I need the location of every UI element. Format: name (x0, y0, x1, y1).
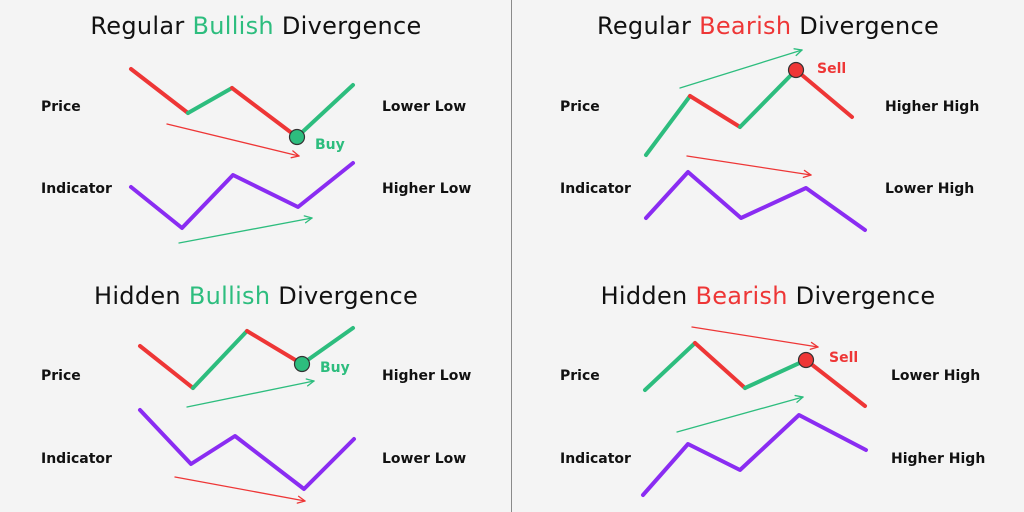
price-note: Lower High (891, 368, 981, 384)
panel-title-regular-bearish: Regular Bearish Divergence (596, 12, 940, 40)
indicator-line (641, 413, 868, 497)
price-segment (643, 341, 697, 392)
panel-title-hidden-bearish: Hidden Bearish Divergence (600, 282, 936, 310)
indicator-line (644, 170, 867, 232)
panel-title-hidden-bullish: Hidden Bullish Divergence (93, 282, 419, 310)
trend-arrow (691, 326, 819, 348)
price-segment (300, 326, 355, 366)
sell-signal-dot (787, 61, 805, 79)
price-label: Price (41, 368, 81, 384)
arrow-head (290, 155, 300, 159)
arrow-head (803, 169, 812, 176)
price-note: Higher Low (382, 368, 472, 384)
indicator-label: Indicator (41, 451, 112, 467)
price-segment (644, 94, 692, 157)
trend-arrow (686, 155, 812, 176)
indicator-note: Lower Low (382, 451, 467, 467)
buy-signal-dot (288, 128, 306, 146)
price-segment (295, 83, 355, 139)
quadrant-divider (511, 0, 512, 512)
arrow-head (306, 380, 315, 387)
price-note: Higher High (885, 99, 980, 115)
arrow-head (296, 500, 306, 504)
arrow-head (304, 217, 313, 224)
arrow-head (303, 215, 313, 219)
price-segment (688, 94, 742, 129)
indicator-note: Higher Low (382, 181, 472, 197)
price-segment (743, 358, 808, 390)
indicator-label: Indicator (560, 451, 631, 467)
trend-arrow (178, 217, 313, 244)
indicator-note: Lower High (885, 181, 975, 197)
price-segment (693, 341, 747, 390)
indicator-line (138, 408, 356, 491)
sell-signal-dot (797, 351, 815, 369)
indicator-note: Higher High (891, 451, 986, 467)
price-segment (129, 67, 190, 115)
price-segment (245, 329, 304, 366)
trend-arrow (166, 123, 300, 157)
price-segment (804, 358, 867, 408)
indicator-label: Indicator (560, 181, 631, 197)
arrow-head (793, 48, 803, 51)
arrow-head (297, 495, 306, 502)
arrow-head (809, 346, 819, 350)
price-label: Price (560, 368, 600, 384)
indicator-line (129, 161, 355, 230)
buy-signal-label: Buy (315, 137, 345, 153)
buy-signal-dot (293, 355, 311, 373)
arrow-head (305, 378, 315, 382)
indicator-label: Indicator (41, 181, 112, 197)
price-label: Price (41, 99, 81, 115)
trend-arrow (186, 380, 315, 408)
price-segment (794, 68, 854, 119)
trend-arrow (174, 476, 306, 502)
trend-arrow (679, 49, 803, 89)
arrow-head (802, 174, 812, 178)
price-label: Price (560, 99, 600, 115)
price-segment (138, 344, 195, 390)
arrow-head (794, 394, 804, 398)
sell-signal-label: Sell (817, 61, 847, 77)
arrow-head (292, 150, 300, 157)
trend-arrow (676, 396, 804, 433)
price-segment (186, 86, 234, 115)
arrow-head (796, 396, 804, 403)
panel-title-regular-bullish: Regular Bullish Divergence (90, 12, 422, 40)
buy-signal-label: Buy (320, 360, 350, 376)
arrow-head (810, 341, 819, 348)
arrow-head (795, 49, 803, 57)
price-segment (738, 68, 798, 129)
price-segment (230, 86, 299, 139)
price-note: Lower Low (382, 99, 467, 115)
sell-signal-label: Sell (829, 350, 859, 366)
price-segment (191, 329, 249, 390)
